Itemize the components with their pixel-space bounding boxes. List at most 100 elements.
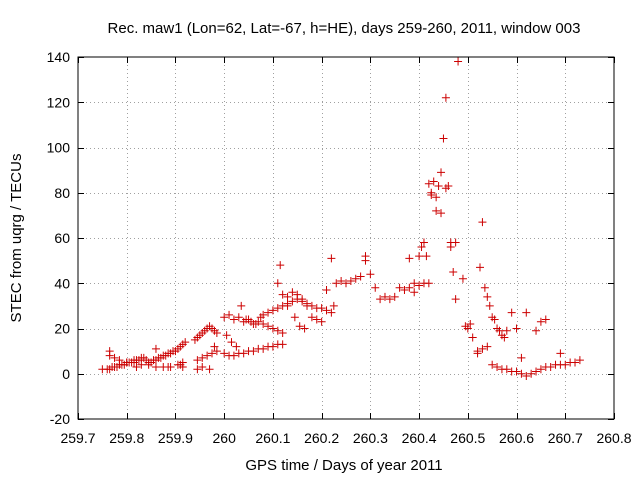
data-point	[483, 342, 492, 351]
data-point	[132, 362, 141, 371]
y-tick-label: 0	[62, 366, 70, 382]
data-point	[268, 306, 277, 315]
data-point	[346, 276, 355, 285]
data-point	[361, 252, 370, 261]
x-axis-title: GPS time / Days of year 2011	[245, 457, 442, 474]
x-tick-label: 260.4	[402, 430, 437, 446]
data-point	[437, 168, 446, 177]
data-point	[259, 310, 268, 319]
data-point	[490, 315, 499, 324]
x-tick-label: 260.7	[548, 430, 583, 446]
data-point	[502, 326, 511, 335]
data-point	[488, 360, 497, 369]
data-point	[198, 353, 207, 362]
data-point	[273, 304, 282, 313]
data-point	[434, 181, 443, 190]
data-point	[405, 283, 414, 292]
x-tick-label: 259.7	[60, 430, 95, 446]
x-tick-label: 260.5	[450, 430, 485, 446]
data-point	[278, 329, 287, 338]
data-point	[546, 362, 555, 371]
data-point	[105, 347, 114, 356]
x-tick-label: 260	[213, 430, 237, 446]
y-tick-label: -20	[50, 411, 70, 427]
data-point	[473, 349, 482, 358]
data-point	[303, 301, 312, 310]
data-point	[517, 369, 526, 378]
data-point	[441, 93, 450, 102]
data-point	[115, 356, 124, 365]
data-point	[532, 326, 541, 335]
data-point	[417, 243, 426, 252]
data-point	[500, 333, 509, 342]
y-tick-label: 60	[54, 230, 70, 246]
data-point	[234, 313, 243, 322]
data-point	[522, 308, 531, 317]
data-point	[439, 134, 448, 143]
data-point	[536, 365, 545, 374]
data-point	[561, 360, 570, 369]
data-point	[424, 279, 433, 288]
data-point	[507, 308, 516, 317]
data-point	[151, 344, 160, 353]
data-point	[522, 372, 531, 381]
data-point	[424, 179, 433, 188]
data-point	[198, 362, 207, 371]
x-tick-label: 260.1	[255, 430, 290, 446]
data-point	[449, 267, 458, 276]
data-point	[410, 288, 419, 297]
data-point	[480, 283, 489, 292]
data-point	[288, 288, 297, 297]
x-tick-label: 260.8	[596, 430, 631, 446]
x-tick-label: 260.2	[304, 430, 339, 446]
data-point	[532, 367, 541, 376]
data-point	[429, 177, 438, 186]
data-point	[478, 344, 487, 353]
data-point	[317, 304, 326, 313]
chart-title: Rec. maw1 (Lon=62, Lat=-67, h=HE), days …	[108, 20, 581, 37]
data-point	[212, 329, 221, 338]
plot-frame	[77, 56, 615, 420]
data-point	[259, 344, 268, 353]
data-point	[210, 342, 219, 351]
data-point	[268, 324, 277, 333]
data-points	[98, 57, 584, 381]
data-point	[246, 317, 255, 326]
data-point	[293, 290, 302, 299]
data-point	[300, 324, 309, 333]
data-point	[432, 206, 441, 215]
data-point	[332, 279, 341, 288]
data-point	[419, 238, 428, 247]
data-point	[385, 295, 394, 304]
data-point	[451, 295, 460, 304]
data-point	[395, 283, 404, 292]
data-point	[164, 362, 173, 371]
data-point	[220, 349, 229, 358]
data-point	[239, 349, 248, 358]
data-point	[137, 360, 146, 369]
data-point	[366, 270, 375, 279]
data-point	[512, 324, 521, 333]
data-point	[493, 362, 502, 371]
data-point	[144, 360, 153, 369]
data-point	[264, 322, 273, 331]
data-point	[229, 351, 238, 360]
data-point	[410, 279, 419, 288]
y-tick-labels: -20 0 20 40 60 80 100 120 140	[47, 49, 71, 427]
data-point	[446, 243, 455, 252]
data-point	[476, 263, 484, 272]
x-tick-labels: 259.7 259.8 259.9 260 260.1 260.2 260.3 260.4 26…	[60, 430, 631, 446]
y-tick-label: 40	[54, 275, 70, 291]
data-point	[220, 313, 229, 322]
data-point	[483, 292, 492, 301]
data-point	[485, 301, 494, 310]
data-point	[312, 315, 321, 324]
y-tick-label: 20	[54, 321, 70, 337]
data-point	[327, 254, 336, 263]
data-point	[193, 356, 202, 365]
data-point	[283, 301, 292, 310]
data-point	[181, 338, 190, 347]
x-tick-label: 259.9	[158, 430, 193, 446]
data-point	[556, 349, 565, 358]
data-point	[380, 292, 389, 301]
